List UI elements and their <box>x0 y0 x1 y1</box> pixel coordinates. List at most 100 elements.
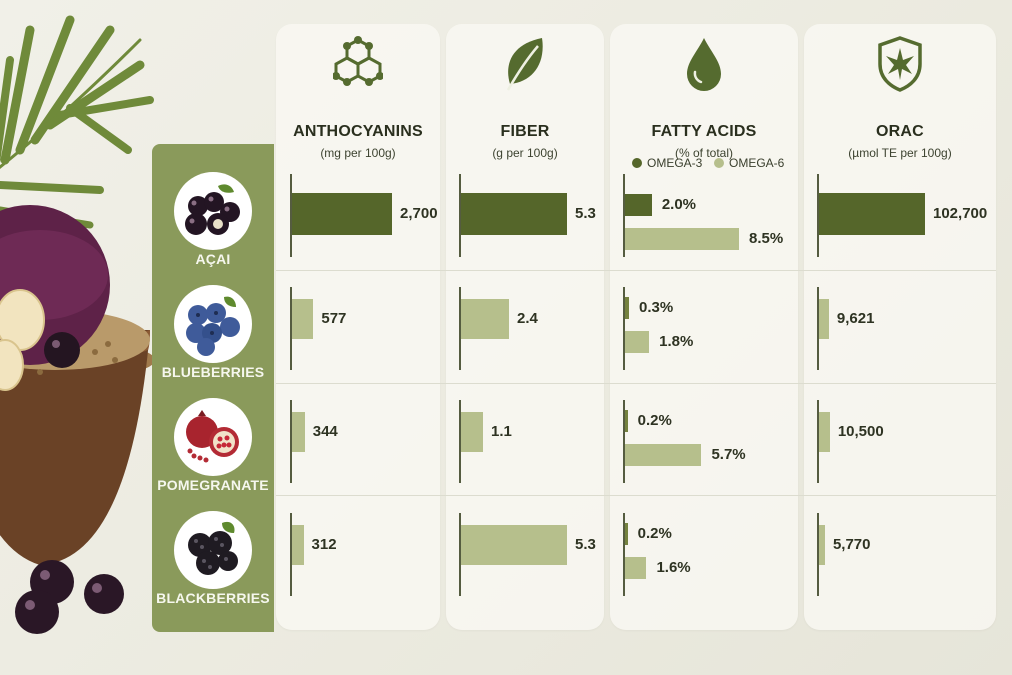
fiber-title: FIBER <box>500 123 550 140</box>
pomegranate-icon <box>174 398 252 476</box>
legend-item-omega-3: OMEGA-3 <box>632 156 702 170</box>
value-label-anthocyanins-blueberries: 577 <box>321 310 347 327</box>
leaf-icon <box>506 38 543 91</box>
legend-swatch-omega-6 <box>714 158 724 168</box>
fiber-axis-line <box>459 513 461 596</box>
fruit-row-pomegranate: POMEGRANATE <box>152 384 274 497</box>
orac-panel <box>804 24 996 630</box>
fatty-acids-header: FATTY ACIDS (% of total) <box>610 24 798 160</box>
fatty-acids-axis-line <box>623 400 625 483</box>
fiber-axis-line <box>459 287 461 370</box>
legend-swatch-omega-3 <box>632 158 642 168</box>
value-label-omega-6-blueberries: 1.8% <box>659 333 694 350</box>
bar-orac-blackberries <box>819 525 825 565</box>
bar-orac-acai <box>819 193 925 235</box>
bar-omega-6-acai <box>625 228 739 250</box>
orac-axis-line <box>817 400 819 483</box>
fatty-acids-title: FATTY ACIDS <box>651 123 757 140</box>
legend-label-omega-6: OMEGA-6 <box>729 156 785 170</box>
value-label-orac-blueberries: 9,621 <box>836 310 875 327</box>
fruit-sidebar: AÇAI BLUEBERRIES <box>152 144 274 632</box>
blueberries-icon <box>174 285 252 363</box>
fruit-row-blueberries: BLUEBERRIES <box>152 271 274 384</box>
anthocyanins-header: ANTHOCYANINS (mg per 100g) <box>276 24 440 160</box>
value-label-omega-3-acai: 2.0% <box>661 196 697 213</box>
value-label-fiber-blueberries: 2.4 <box>517 310 538 327</box>
bar-fiber-blueberries <box>461 299 509 339</box>
orac-axis-line <box>817 174 819 257</box>
fruit-row-blackberries: BLACKBERRIES <box>152 497 274 610</box>
bar-omega-6-blackberries <box>625 557 647 579</box>
fatty-acids-unit: (% of total) <box>674 146 734 160</box>
value-label-anthocyanins-acai: 2,700 <box>400 205 438 222</box>
value-label-anthocyanins-blackberries: 312 <box>311 536 337 553</box>
value-label-omega-3-blueberries: 0.3% <box>639 299 674 316</box>
legend-label-omega-3: OMEGA-3 <box>647 156 703 170</box>
value-label-omega-6-acai: 8.5% <box>749 230 784 247</box>
bar-omega-6-pomegranate <box>625 444 702 466</box>
oil-drop-icon <box>687 38 721 91</box>
bar-omega-6-blueberries <box>625 331 650 353</box>
acai-bowl-illustration <box>0 15 155 634</box>
value-label-orac-blackberries: 5,770 <box>832 536 871 553</box>
bar-omega-3-blueberries <box>625 297 630 319</box>
fiber-unit: (g per 100g) <box>492 146 558 160</box>
orac-axis-line <box>817 287 819 370</box>
value-label-fiber-pomegranate: 1.1 <box>491 423 512 440</box>
fruit-label-blueberries: BLUEBERRIES <box>161 364 265 380</box>
row-separator <box>276 270 996 271</box>
bar-omega-3-blackberries <box>625 523 628 545</box>
loose-acai-berries-icon <box>15 560 124 634</box>
value-label-fiber-acai: 5.3 <box>575 205 596 222</box>
row-separator <box>276 495 996 496</box>
bar-omega-3-pomegranate <box>625 410 628 432</box>
fruit-row-acai: AÇAI <box>152 158 274 271</box>
value-label-fiber-blackberries: 5.3 <box>575 536 596 553</box>
value-label-orac-acai: 102,700 <box>933 205 988 222</box>
bar-anthocyanins-acai <box>292 193 392 235</box>
fiber-axis-line <box>459 174 461 257</box>
fatty-acids-panel <box>610 24 798 630</box>
value-label-omega-3-blackberries: 0.2% <box>637 525 672 542</box>
acai-berries-icon <box>174 172 252 250</box>
fruit-label-pomegranate: POMEGRANATE <box>157 477 269 493</box>
bar-anthocyanins-pomegranate <box>292 412 305 452</box>
fruit-label-blackberries: BLACKBERRIES <box>156 590 270 606</box>
value-label-omega-6-blackberries: 1.6% <box>656 559 691 576</box>
blackberries-icon <box>174 511 252 589</box>
anthocyanins-axis-line <box>290 400 292 483</box>
molecule-icon <box>333 36 383 86</box>
orac-unit: (µmol TE per 100g) <box>848 146 952 160</box>
fiber-header: FIBER (g per 100g) <box>446 24 604 160</box>
row-separator <box>276 383 996 384</box>
anthocyanins-axis-line <box>290 287 292 370</box>
bar-fiber-acai <box>461 193 567 235</box>
value-label-orac-pomegranate: 10,500 <box>837 423 884 440</box>
bar-omega-3-acai <box>625 194 652 216</box>
bar-anthocyanins-blackberries <box>292 525 304 565</box>
shield-leaf-icon <box>878 36 922 92</box>
anthocyanins-axis-line <box>290 513 292 596</box>
bowl-icon <box>0 205 155 565</box>
fruit-label-acai: AÇAI <box>195 251 231 267</box>
anthocyanins-title: ANTHOCYANINS <box>293 123 423 140</box>
palm-leaf-icon <box>0 15 154 229</box>
fiber-axis-line <box>459 400 461 483</box>
value-label-omega-3-pomegranate: 0.2% <box>637 412 672 429</box>
bar-orac-blueberries <box>819 299 829 339</box>
legend-item-omega-6: OMEGA-6 <box>714 156 784 170</box>
bar-fiber-pomegranate <box>461 412 483 452</box>
bar-fiber-blackberries <box>461 525 567 565</box>
orac-axis-line <box>817 513 819 596</box>
anthocyanins-axis-line <box>290 174 292 257</box>
value-label-omega-6-pomegranate: 5.7% <box>711 446 746 463</box>
fatty-acids-axis-line <box>623 174 625 257</box>
fatty-acids-axis-line <box>623 513 625 596</box>
value-label-anthocyanins-pomegranate: 344 <box>312 423 338 440</box>
bar-orac-pomegranate <box>819 412 830 452</box>
fatty-acids-axis-line <box>623 287 625 370</box>
anthocyanins-unit: (mg per 100g) <box>320 146 396 160</box>
bar-anthocyanins-blueberries <box>292 299 314 339</box>
orac-title: ORAC <box>876 123 924 140</box>
orac-header: ORAC (µmol TE per 100g) <box>804 24 996 160</box>
